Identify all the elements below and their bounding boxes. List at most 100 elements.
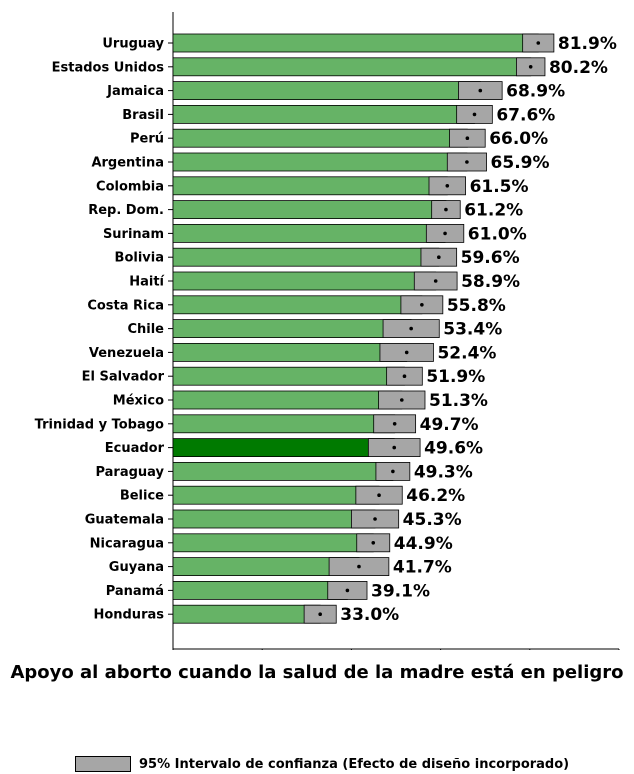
point-estimate <box>371 541 376 545</box>
bar <box>172 57 532 77</box>
category-label: Venezuela <box>89 346 164 361</box>
bar <box>172 128 468 148</box>
category-label: Perú <box>130 132 164 147</box>
category-label: Guatemala <box>85 513 164 528</box>
bar-chart: Uruguay Estados Unidos Jamaica Brasil Perú Ar… <box>35 12 620 650</box>
category-label: Haití <box>129 275 165 290</box>
bar <box>172 105 475 124</box>
point-estimate <box>399 398 404 402</box>
value-label: 46.2% <box>406 486 465 506</box>
category-label: Colombia <box>96 179 164 194</box>
bar <box>172 461 394 481</box>
value-label: 68.9% <box>506 82 565 102</box>
point-estimate <box>465 160 469 164</box>
x-axis: 020406080100 <box>172 648 620 650</box>
category-label: México <box>113 394 164 409</box>
bar <box>172 366 405 386</box>
value-label: 53.4% <box>443 320 502 340</box>
legend-swatch-ci <box>75 756 131 772</box>
bar <box>172 604 321 624</box>
bar <box>172 200 447 220</box>
value-label: 67.6% <box>496 105 555 125</box>
bar <box>172 176 448 196</box>
y-axis: Uruguay Estados Unidos Jamaica Brasil Perú Ar… <box>35 12 174 649</box>
value-label: 61.2% <box>464 201 523 221</box>
category-label: Bolivia <box>115 251 164 266</box>
bar-highlight <box>172 438 395 458</box>
bar <box>172 81 481 100</box>
point-estimate <box>420 303 424 307</box>
category-label: Costa Rica <box>87 298 164 313</box>
bar <box>172 152 468 172</box>
category-label: Guyana <box>109 560 164 575</box>
point-estimate <box>373 517 377 521</box>
category-label: Honduras <box>93 608 164 623</box>
bar <box>172 247 440 267</box>
value-label: 65.9% <box>491 153 550 173</box>
bar <box>172 509 376 529</box>
point-estimate <box>478 88 483 93</box>
point-estimate <box>409 326 413 331</box>
value-label: 61.0% <box>468 224 527 244</box>
point-estimate <box>472 112 477 117</box>
legend: 95% Intervalo de confianza (Efecto de di… <box>75 754 569 774</box>
point-estimate <box>536 41 541 45</box>
point-estimate <box>433 279 438 283</box>
category-label: El Salvador <box>82 370 165 385</box>
bar <box>172 319 412 339</box>
bar <box>172 581 348 600</box>
point-estimate <box>377 493 381 498</box>
bar <box>172 485 380 505</box>
value-label: 44.9% <box>394 534 453 554</box>
point-estimate <box>444 207 448 212</box>
value-label: 55.8% <box>447 296 506 316</box>
point-estimate <box>392 445 397 450</box>
bar <box>172 342 408 362</box>
value-label: 33.0% <box>340 605 399 625</box>
value-label: 58.9% <box>461 272 520 292</box>
value-label: 51.3% <box>429 391 488 411</box>
category-label: Trinidad y Tobago <box>35 417 164 432</box>
value-label: 49.7% <box>420 415 479 435</box>
value-label: 52.4% <box>437 343 496 363</box>
bar <box>172 33 539 53</box>
value-label: 41.7% <box>393 558 452 578</box>
value-label: 61.5% <box>470 177 529 197</box>
category-label: Paraguay <box>95 465 164 480</box>
value-label: 51.9% <box>426 367 485 387</box>
point-estimate <box>465 136 470 140</box>
point-estimate <box>402 374 407 379</box>
category-label: Argentina <box>91 156 164 171</box>
point-estimate <box>391 469 395 474</box>
category-label: Chile <box>127 322 164 337</box>
category-label: Brasil <box>122 108 164 123</box>
point-estimate <box>404 350 409 355</box>
category-label: Surinam <box>103 227 164 242</box>
bar <box>172 295 423 315</box>
value-label: 45.3% <box>403 510 462 530</box>
bars: 81.9% 80.2% 68.9% 67.6% 66.0% 65.9% 61.5% 61.2%… <box>172 33 617 625</box>
point-estimate <box>392 422 397 426</box>
point-estimate <box>357 564 361 569</box>
point-estimate <box>437 255 441 259</box>
category-label: Belice <box>120 489 164 504</box>
category-label: Panamá <box>106 584 164 599</box>
category-label: Nicaragua <box>90 536 164 551</box>
category-label: Estados Unidos <box>52 60 165 75</box>
point-estimate <box>345 588 350 593</box>
category-label: Ecuador <box>105 441 165 456</box>
value-label: 49.6% <box>424 439 483 459</box>
bar <box>172 390 403 410</box>
value-label: 49.3% <box>414 462 473 482</box>
category-label: Jamaica <box>106 84 164 99</box>
value-label: 59.6% <box>461 248 520 268</box>
bar <box>172 271 437 291</box>
x-axis-title: Apoyo al aborto cuando la salud de la ma… <box>10 662 624 683</box>
bar <box>172 533 374 553</box>
value-label: 39.1% <box>371 581 430 601</box>
value-label: 66.0% <box>489 129 548 149</box>
point-estimate <box>318 612 322 616</box>
category-label: Rep. Dom. <box>88 203 164 218</box>
point-estimate <box>445 184 450 188</box>
category-label: Uruguay <box>102 37 164 52</box>
